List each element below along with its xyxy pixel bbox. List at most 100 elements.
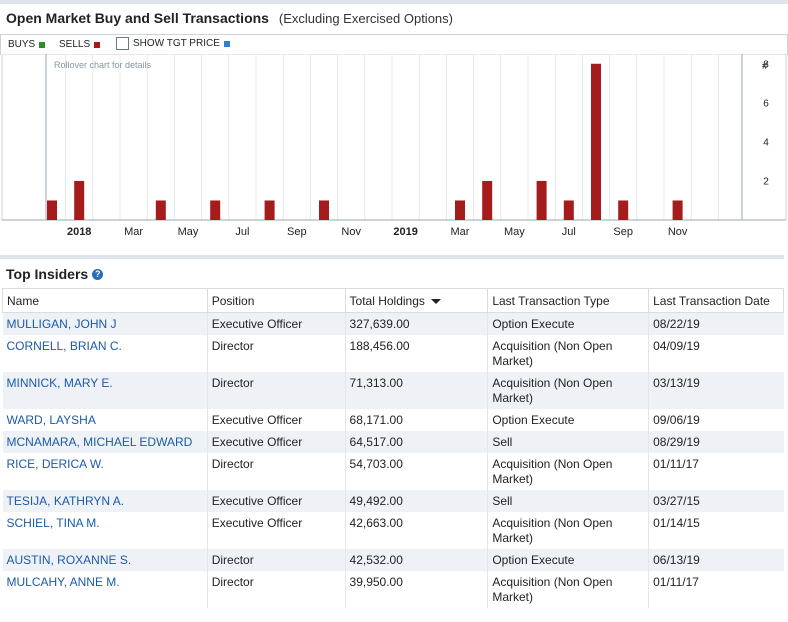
help-icon[interactable]: ? <box>92 268 104 280</box>
sells-swatch <box>94 41 101 48</box>
cell-name: MINNICK, MARY E. <box>2 372 208 409</box>
legend-buys-label: BUYS <box>8 39 36 50</box>
insider-name-link[interactable]: SCHIEL, TINA M. <box>6 516 100 530</box>
col-name[interactable]: Name <box>2 288 208 313</box>
cell-type: Option Execute <box>487 312 649 335</box>
cell-holdings: 39,950.00 <box>344 571 488 608</box>
cell-date: 04/09/19 <box>648 335 784 372</box>
insider-name-link[interactable]: TESIJA, KATHRYN A. <box>6 494 125 508</box>
cell-date: 08/29/19 <box>648 431 784 453</box>
x-tick-label: Jul <box>235 226 249 238</box>
sell-bar[interactable] <box>319 200 329 220</box>
insider-name-link[interactable]: CORNELL, BRIAN C. <box>6 339 122 353</box>
cell-type: Acquisition (Non Open Market) <box>487 372 649 409</box>
sell-bar[interactable] <box>672 200 683 220</box>
tgt-swatch <box>223 40 230 47</box>
cell-name: SCHIEL, TINA M. <box>3 512 208 549</box>
sell-bar[interactable] <box>47 200 57 220</box>
insider-name-link[interactable]: MINNICK, MARY E. <box>6 376 113 390</box>
cell-name: CORNELL, BRIAN C. <box>3 335 208 372</box>
cell-position: Director <box>206 549 346 571</box>
x-tick-label: 2018 <box>67 226 91 238</box>
legend-tgt-toggle[interactable]: SHOW TGT PRICE <box>116 37 230 50</box>
insider-name-link[interactable]: WARD, LAYSHA <box>6 413 96 427</box>
y-tick-label: 6 <box>763 98 769 109</box>
buys-swatch <box>39 41 46 48</box>
cell-holdings: 327,639.00 <box>344 312 488 335</box>
cell-name: MULLIGAN, JOHN J <box>2 312 208 335</box>
col-total-holdings[interactable]: Total Holdings <box>344 288 489 313</box>
transactions-chart[interactable]: Rollover chart for details # 2 4 6 8 2018 Ma… <box>0 54 788 244</box>
sell-bar[interactable] <box>155 200 166 220</box>
table-row: RICE, DERICA W. Director 54,703.00 Acquisit… <box>3 453 784 490</box>
sell-bar[interactable] <box>482 180 493 220</box>
sell-bar[interactable] <box>210 200 221 220</box>
cell-holdings: 71,313.00 <box>344 372 488 409</box>
cell-date: 09/06/19 <box>648 409 784 431</box>
sell-bar[interactable] <box>74 180 85 220</box>
top-insiders-title: Top Insiders <box>6 266 89 282</box>
cell-date: 03/27/15 <box>648 490 784 512</box>
table-row: MULLIGAN, JOHN J Executive Officer 327,639… <box>2 312 784 335</box>
cell-position: Executive Officer <box>206 409 346 431</box>
sells-bars <box>47 63 683 220</box>
cell-type: Sell <box>487 490 649 512</box>
x-tick-label: May <box>504 226 525 238</box>
cell-name: WARD, LAYSHA <box>3 409 208 431</box>
top-insiders-table: Name Position Total Holdings Last Transa… <box>2 288 784 608</box>
cell-date: 03/13/19 <box>648 372 784 409</box>
col-last-transaction-date[interactable]: Last Transaction Date <box>648 288 784 313</box>
cell-position: Executive Officer <box>206 431 346 453</box>
table-row: MINNICK, MARY E. Director 71,313.00 Acquisi… <box>2 372 784 409</box>
chart-grid <box>65 54 719 220</box>
sell-bar[interactable] <box>563 200 574 220</box>
sell-bar[interactable] <box>455 200 465 220</box>
insider-name-link[interactable]: AUSTIN, ROXANNE S. <box>6 553 132 567</box>
cell-type: Acquisition (Non Open Market) <box>487 512 649 549</box>
cell-holdings: 49,492.00 <box>344 490 488 512</box>
cell-holdings: 42,532.00 <box>344 549 488 571</box>
cell-holdings: 68,171.00 <box>344 409 488 431</box>
top-insiders-header: Top Insiders ? <box>6 266 104 282</box>
cell-date: 08/22/19 <box>648 312 784 335</box>
cell-date: 01/11/17 <box>648 571 784 608</box>
sell-bar[interactable] <box>618 200 629 220</box>
cell-type: Option Execute <box>487 549 649 571</box>
sell-bar[interactable] <box>264 200 275 220</box>
chart-title: Open Market Buy and Sell Transactions <box>6 10 269 26</box>
cell-holdings: 54,703.00 <box>344 453 488 490</box>
y-ticks: 2 4 6 8 <box>763 59 769 187</box>
x-tick-label: Mar <box>451 226 470 238</box>
sort-desc-icon <box>430 298 441 304</box>
chart-subtitle: (Excluding Exercised Options) <box>278 11 453 26</box>
cell-type: Option Execute <box>487 409 649 431</box>
cell-type: Sell <box>487 431 649 453</box>
cell-holdings: 42,663.00 <box>344 512 488 549</box>
col-position[interactable]: Position <box>206 288 346 313</box>
x-tick-label: Nov <box>668 226 688 238</box>
table-row: MULCAHY, ANNE M. Director 39,950.00 Acquisi… <box>3 571 784 608</box>
cell-type: Acquisition (Non Open Market) <box>487 571 649 608</box>
cell-position: Executive Officer <box>206 312 346 335</box>
x-tick-label: Sep <box>287 226 307 238</box>
y-tick-label: 2 <box>763 176 769 187</box>
cell-name: TESIJA, KATHRYN A. <box>2 490 208 512</box>
x-tick-label: Nov <box>341 226 361 238</box>
legend-tgt-label: SHOW TGT PRICE <box>133 38 220 49</box>
insider-name-link[interactable]: RICE, DERICA W. <box>6 457 104 471</box>
x-ticks: 2018 Mar May Jul Sep Nov 2019 Mar May Jul Sep Nov <box>67 226 688 238</box>
sell-bar[interactable] <box>536 180 547 220</box>
cell-holdings: 188,456.00 <box>344 335 488 372</box>
table-body: MULLIGAN, JOHN J Executive Officer 327,639… <box>2 312 784 608</box>
rollover-hint: Rollover chart for details <box>54 60 152 70</box>
show-tgt-price-checkbox[interactable] <box>116 37 129 50</box>
x-tick-label: May <box>178 226 199 238</box>
sell-bar[interactable] <box>591 63 601 220</box>
insider-name-link[interactable]: MCNAMARA, MICHAEL EDWARD <box>6 435 193 449</box>
table-row: CORNELL, BRIAN C. Director 188,456.00 Acqui… <box>3 335 784 372</box>
insider-name-link[interactable]: MULCAHY, ANNE M. <box>6 575 120 589</box>
insider-name-link[interactable]: MULLIGAN, JOHN J <box>6 317 117 331</box>
x-tick-label: Mar <box>124 226 143 238</box>
col-last-transaction-type[interactable]: Last Transaction Type <box>487 288 650 313</box>
cell-position: Director <box>206 335 346 372</box>
